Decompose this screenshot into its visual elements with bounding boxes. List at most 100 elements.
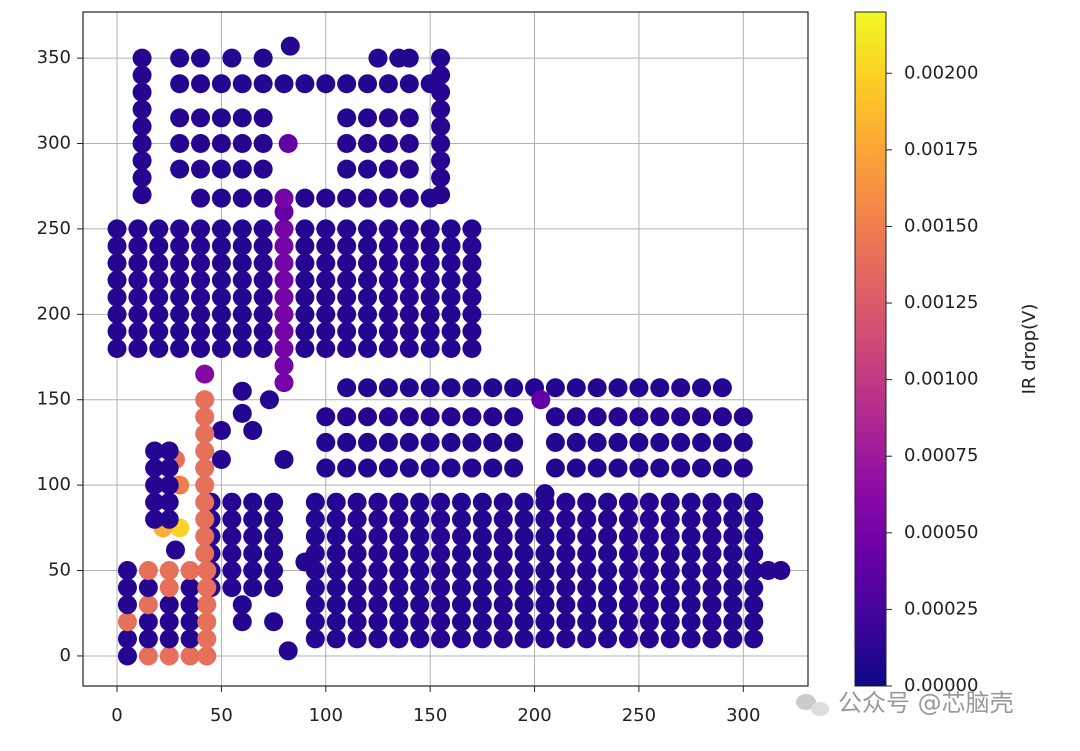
point: [337, 338, 357, 358]
point: [358, 304, 378, 324]
point: [399, 236, 419, 256]
point: [274, 74, 294, 94]
point: [232, 74, 252, 94]
point: [556, 629, 576, 649]
point: [232, 108, 252, 128]
point: [514, 612, 534, 632]
point: [138, 629, 158, 649]
point: [431, 509, 451, 529]
point: [702, 543, 722, 563]
point: [305, 578, 325, 598]
point: [410, 526, 430, 546]
point: [232, 304, 252, 324]
point: [431, 99, 451, 119]
point: [368, 48, 388, 68]
point: [326, 561, 346, 581]
point: [723, 543, 743, 563]
point: [253, 48, 273, 68]
point: [431, 134, 451, 154]
x-tick-label: 250: [622, 705, 656, 726]
point: [326, 595, 346, 615]
point: [462, 236, 482, 256]
point: [462, 432, 482, 452]
point: [170, 253, 190, 273]
point: [493, 629, 513, 649]
point: [274, 253, 294, 273]
point: [577, 543, 597, 563]
point: [598, 612, 618, 632]
point: [170, 338, 190, 358]
point: [211, 219, 231, 239]
point: [191, 236, 211, 256]
point: [274, 338, 294, 358]
point: [170, 270, 190, 290]
point: [639, 595, 659, 615]
point: [368, 578, 388, 598]
point: [744, 595, 764, 615]
point: [451, 561, 471, 581]
point: [723, 509, 743, 529]
point: [191, 287, 211, 307]
point: [107, 270, 127, 290]
point: [264, 492, 284, 512]
point: [337, 159, 357, 179]
point: [399, 219, 419, 239]
point: [378, 432, 398, 452]
point: [451, 543, 471, 563]
point: [232, 403, 252, 423]
point: [358, 287, 378, 307]
point: [420, 236, 440, 256]
point: [232, 236, 252, 256]
point: [431, 612, 451, 632]
point: [180, 646, 200, 666]
point: [274, 321, 294, 341]
point: [483, 432, 503, 452]
point: [107, 338, 127, 358]
point: [410, 561, 430, 581]
point: [451, 526, 471, 546]
point: [618, 629, 638, 649]
point: [378, 287, 398, 307]
point: [316, 321, 336, 341]
point: [420, 287, 440, 307]
point: [232, 159, 252, 179]
points: [107, 36, 791, 666]
point: [378, 407, 398, 427]
point: [629, 378, 649, 398]
point: [253, 253, 273, 273]
point: [280, 36, 300, 56]
point: [295, 287, 315, 307]
point: [577, 509, 597, 529]
point: [399, 134, 419, 154]
colorbar: [854, 11, 887, 687]
point: [316, 432, 336, 452]
point: [232, 321, 252, 341]
point: [191, 304, 211, 324]
point: [598, 578, 618, 598]
point: [472, 595, 492, 615]
point: [650, 407, 670, 427]
point: [514, 629, 534, 649]
point: [504, 458, 524, 478]
point: [358, 108, 378, 128]
point: [368, 629, 388, 649]
point: [159, 475, 179, 495]
point: [545, 407, 565, 427]
point: [305, 492, 325, 512]
point: [399, 321, 419, 341]
point: [159, 578, 179, 598]
point: [389, 595, 409, 615]
point: [681, 492, 701, 512]
point: [138, 595, 158, 615]
point: [145, 475, 165, 495]
point: [222, 578, 242, 598]
point: [441, 458, 461, 478]
point: [399, 48, 419, 68]
point: [431, 185, 451, 205]
point: [347, 492, 367, 512]
point: [566, 378, 586, 398]
point: [378, 159, 398, 179]
point: [441, 432, 461, 452]
point: [431, 168, 451, 188]
point: [483, 407, 503, 427]
